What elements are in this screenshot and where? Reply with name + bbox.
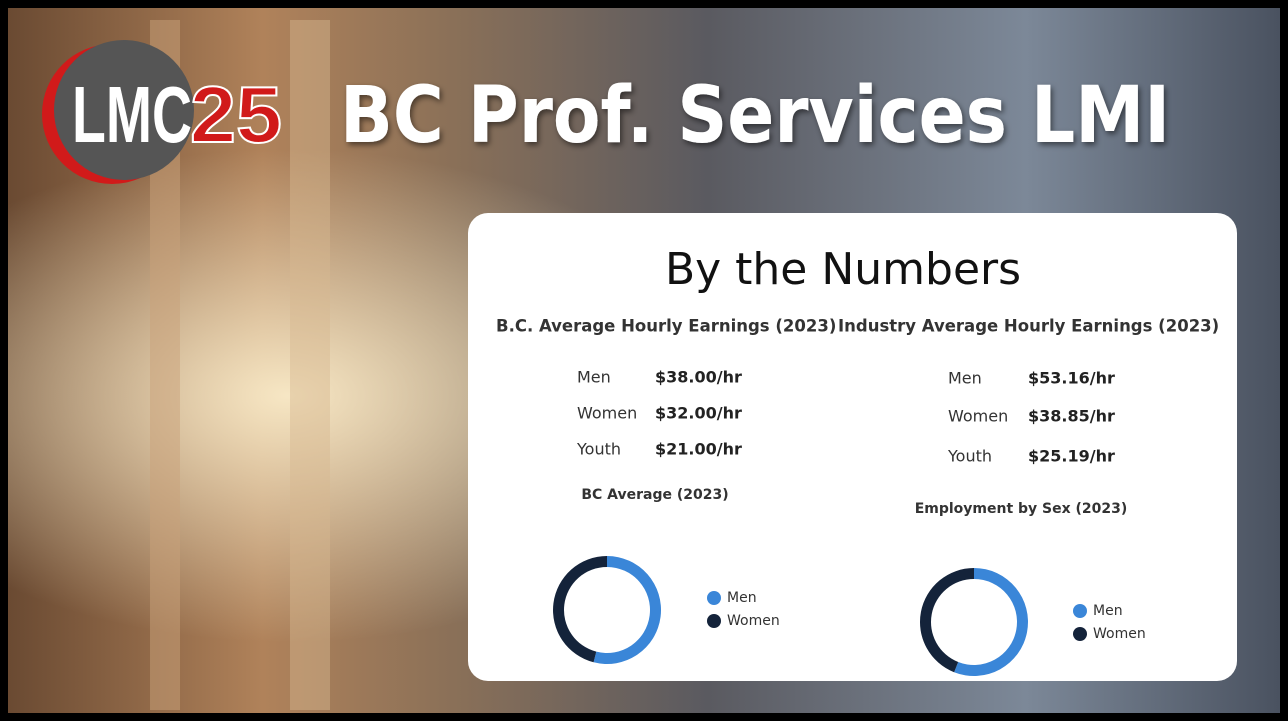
slide: LMC 25 BC Prof. Services LMI By the Numb… [0, 0, 1288, 721]
logo-number: 25 [190, 70, 282, 159]
chart-title: Employment by Sex (2023) [915, 501, 1128, 517]
panel-title: Industry Average Hourly Earnings (2023) [838, 317, 1219, 336]
row-value: $53.16/hr [1028, 369, 1115, 388]
row-value: $38.85/hr [1028, 407, 1115, 426]
legend-label: Men [1093, 603, 1123, 619]
card-heading: By the Numbers [665, 244, 1021, 295]
legend-marker [1073, 604, 1087, 618]
panel-title: B.C. Average Hourly Earnings (2023) [496, 317, 836, 336]
logo-text: LMC [72, 70, 192, 159]
background-pillar [290, 20, 330, 710]
slide-title: BC Prof. Services LMI [340, 71, 1170, 161]
row-value: $32.00/hr [655, 404, 742, 423]
row-label: Men [577, 368, 611, 387]
row-label: Youth [947, 447, 992, 466]
legend-marker [707, 591, 721, 605]
row-value: $38.00/hr [655, 368, 742, 387]
row-label: Men [948, 369, 982, 388]
legend-marker [1073, 627, 1087, 641]
legend-marker [707, 614, 721, 628]
chart-title: BC Average (2023) [581, 487, 728, 503]
legend-label: Women [727, 613, 780, 629]
row-value: $25.19/hr [1028, 447, 1115, 466]
row-label: Women [948, 407, 1008, 426]
legend-label: Women [1093, 626, 1146, 642]
row-label: Women [577, 404, 637, 423]
legend-label: Men [727, 590, 757, 606]
page: LMC 25 BC Prof. Services LMI By the Numb… [0, 0, 1288, 721]
row-label: Youth [576, 440, 621, 459]
row-value: $21.00/hr [655, 440, 742, 459]
